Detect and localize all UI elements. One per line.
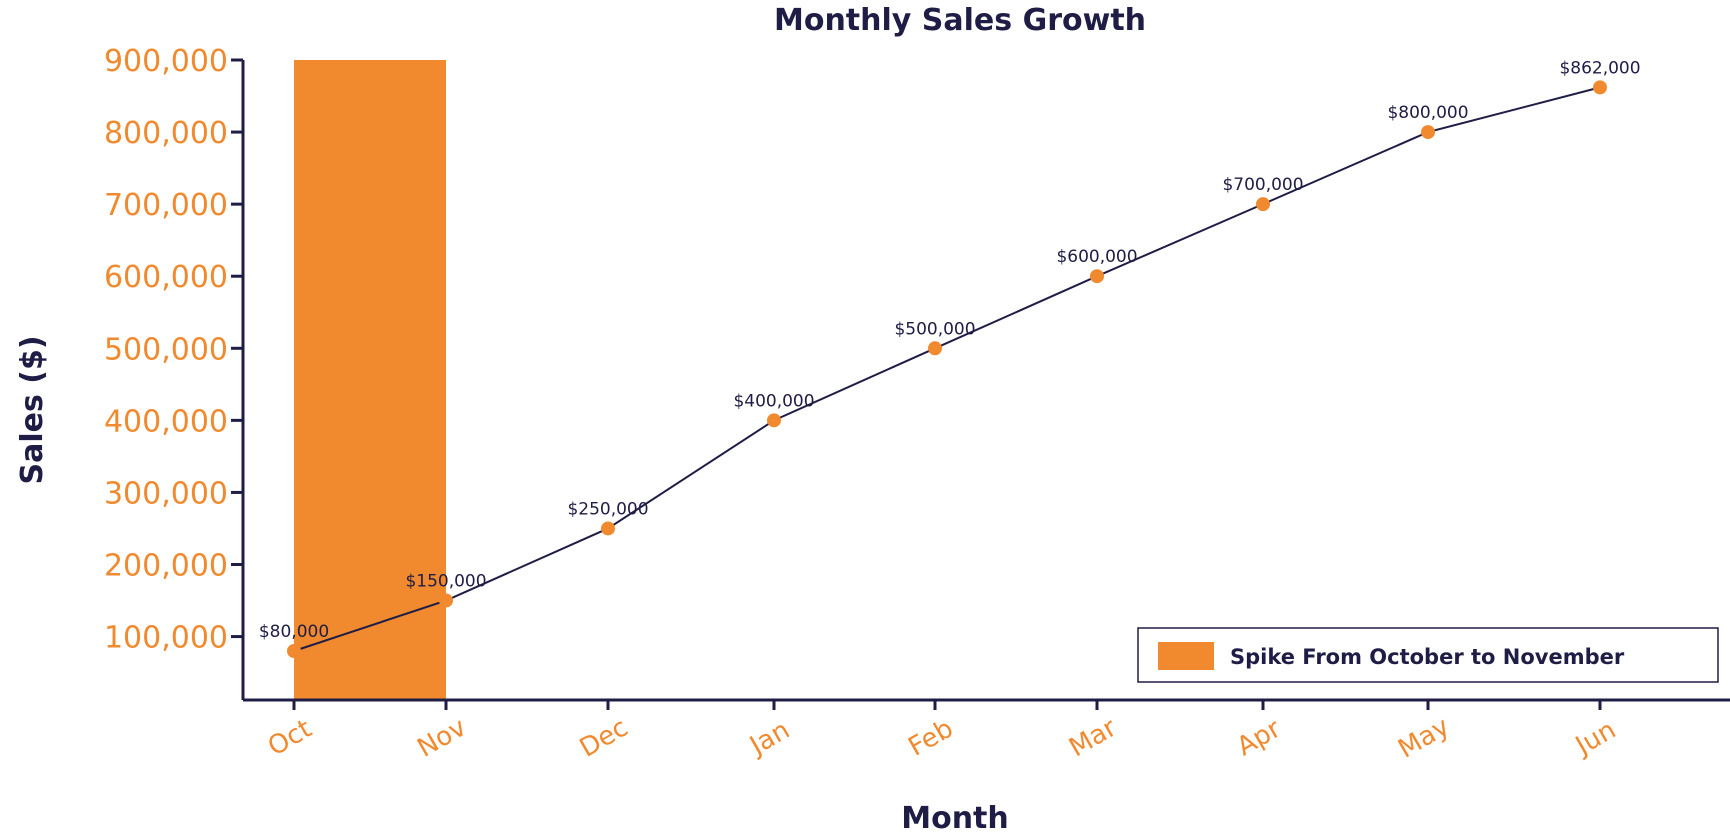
x-tick-label: Jan (743, 715, 794, 762)
x-tick-label: Feb (904, 714, 959, 763)
x-tick-label: Nov (413, 712, 472, 763)
data-label: $400,000 (733, 391, 814, 411)
highlight-bar (294, 60, 446, 700)
y-axis-title: Sales ($) (15, 335, 50, 484)
data-point (287, 643, 301, 658)
y-tick-label: 300,000 (104, 476, 228, 511)
legend: Spike From October to November (1137, 627, 1719, 683)
data-point (1593, 80, 1607, 95)
x-tick-label: Jun (1569, 715, 1621, 762)
data-label: $700,000 (1222, 175, 1303, 195)
y-tick-label: 600,000 (104, 260, 228, 295)
y-tick-label: 900,000 (104, 44, 228, 79)
data-label: $80,000 (259, 622, 329, 642)
y-tick-label: 400,000 (104, 404, 228, 439)
data-label: $800,000 (1387, 103, 1468, 123)
data-point (1256, 197, 1270, 212)
y-tick-label: 700,000 (104, 188, 228, 223)
data-label: $600,000 (1056, 247, 1137, 267)
axes (241, 60, 1730, 702)
x-tick-label: Dec (575, 713, 634, 764)
data-point (1090, 269, 1104, 284)
data-label: $250,000 (567, 499, 648, 519)
x-axis-ticks: Oct Nov Dec Jan Feb Mar Apr May Jun (263, 700, 1621, 765)
data-label: $862,000 (1559, 58, 1640, 78)
legend-swatch (1158, 642, 1214, 670)
chart-title: Monthly Sales Growth (774, 3, 1146, 38)
data-label: $150,000 (405, 572, 486, 592)
data-point (767, 413, 781, 428)
data-label: $500,000 (894, 319, 975, 339)
y-axis-ticks: 100,000 200,000 300,000 400,000 500,000 600,0… (104, 44, 243, 656)
x-tick-label: May (1393, 712, 1455, 765)
data-point (928, 341, 942, 356)
y-tick-label: 200,000 (104, 549, 228, 584)
x-tick-label: Apr (1232, 714, 1286, 763)
data-labels: $80,000 $150,000 $250,000 $400,000 $500,000 $… (259, 58, 1641, 642)
y-tick-label: 800,000 (104, 116, 228, 151)
series-line (293, 86, 1601, 652)
x-tick-label: Oct (263, 714, 317, 762)
data-points (287, 80, 1607, 658)
y-tick-label: 500,000 (104, 332, 228, 367)
x-tick-label: Mar (1064, 713, 1122, 764)
data-point (1421, 125, 1435, 140)
x-axis-title: Month (901, 801, 1009, 834)
data-point (439, 593, 453, 608)
data-point (601, 521, 615, 536)
legend-label: Spike From October to November (1230, 645, 1625, 669)
y-tick-label: 100,000 (104, 621, 228, 656)
legend-box (1137, 627, 1719, 683)
